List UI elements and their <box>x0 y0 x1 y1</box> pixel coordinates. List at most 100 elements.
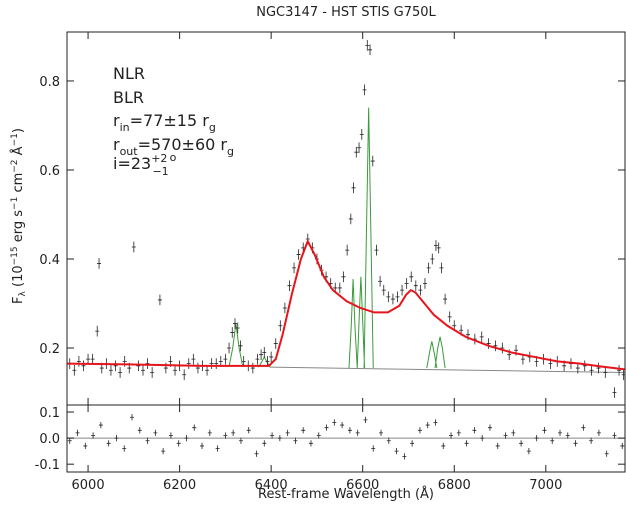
data-point <box>409 271 414 283</box>
data-point <box>495 442 500 450</box>
y-tick-label: 0.1 <box>39 406 60 421</box>
x-tick-label: 6400 <box>255 478 288 493</box>
data-point <box>114 434 119 442</box>
data-point <box>368 44 373 56</box>
data-point <box>394 448 399 455</box>
data-point <box>246 427 251 434</box>
data-point <box>83 442 88 450</box>
data-point <box>235 322 240 334</box>
data-point <box>209 358 214 369</box>
data-point <box>582 360 587 372</box>
data-point <box>575 362 580 374</box>
data-point <box>176 440 181 447</box>
data-point <box>285 429 290 437</box>
data-point <box>184 434 189 442</box>
data-point <box>436 242 441 254</box>
data-point <box>287 280 292 292</box>
data-point <box>418 284 423 296</box>
data-point <box>500 342 505 354</box>
data-point <box>316 432 321 439</box>
data-point <box>413 280 418 292</box>
data-point <box>422 278 427 289</box>
data-point <box>269 351 274 363</box>
data-point <box>493 340 498 352</box>
chart-title: NGC3147 - HST STIS G750L <box>256 5 436 20</box>
data-point <box>332 419 337 426</box>
data-point <box>231 429 236 437</box>
data-point <box>604 450 609 457</box>
data-point <box>354 146 359 158</box>
y-tick-label: 0.2 <box>39 342 60 357</box>
data-point <box>207 429 212 437</box>
data-point <box>161 448 166 455</box>
data-point <box>472 427 477 434</box>
data-point <box>250 362 255 374</box>
data-point <box>596 429 601 437</box>
data-point <box>439 262 444 274</box>
x-tick-label: 6800 <box>438 478 471 493</box>
data-point <box>534 434 539 442</box>
data-point <box>262 440 267 447</box>
data-point <box>301 427 306 434</box>
model-line <box>269 366 625 374</box>
data-point <box>433 240 438 251</box>
data-point <box>173 364 178 376</box>
data-point <box>581 424 586 431</box>
data-point <box>182 369 187 381</box>
annotation: rout=570±60 rg <box>113 135 234 158</box>
data-point <box>400 284 405 296</box>
data-point <box>386 437 391 444</box>
data-point <box>150 367 155 378</box>
data-point <box>550 437 555 444</box>
data-point <box>426 262 431 274</box>
data-point <box>72 364 77 376</box>
data-point <box>503 432 508 439</box>
data-point <box>200 442 205 450</box>
data-point <box>270 432 275 439</box>
data-point <box>293 437 298 444</box>
data-point <box>441 442 446 450</box>
data-point <box>596 362 601 374</box>
data-point <box>136 360 141 372</box>
data-point <box>345 244 350 256</box>
data-point <box>277 434 282 442</box>
data-point <box>347 427 352 434</box>
model-line <box>67 238 625 371</box>
data-point <box>157 294 162 306</box>
data-point <box>365 40 370 51</box>
data-point <box>404 278 409 289</box>
data-point <box>153 429 158 437</box>
data-point <box>612 387 617 398</box>
data-point <box>186 358 191 369</box>
data-point <box>363 416 368 423</box>
data-point <box>340 421 345 429</box>
data-point <box>357 142 362 154</box>
data-point <box>386 291 391 303</box>
data-point <box>341 271 346 283</box>
data-point <box>122 445 127 452</box>
data-point <box>76 356 81 367</box>
data-point <box>168 432 173 439</box>
data-point <box>573 440 578 447</box>
data-point <box>262 347 267 358</box>
data-point <box>443 293 448 305</box>
data-point <box>480 434 485 442</box>
y-tick-label: 0.4 <box>39 253 60 268</box>
data-point <box>479 331 484 343</box>
data-point <box>282 302 287 314</box>
data-point <box>238 437 243 444</box>
data-point <box>402 453 407 460</box>
data-point <box>232 318 237 329</box>
data-point <box>81 360 86 372</box>
data-point <box>589 437 594 444</box>
annotation: rin=77±15 rg <box>113 111 216 134</box>
data-point <box>273 338 278 349</box>
data-point <box>449 432 454 439</box>
data-point <box>137 427 142 434</box>
data-point <box>86 353 91 365</box>
data-point <box>430 253 435 265</box>
data-point <box>381 284 386 296</box>
y-axis-label: Fλ (10−15 erg s−1 cm−2 Å−1) <box>10 128 28 304</box>
x-tick-label: 6000 <box>72 478 105 493</box>
data-point <box>612 432 617 439</box>
